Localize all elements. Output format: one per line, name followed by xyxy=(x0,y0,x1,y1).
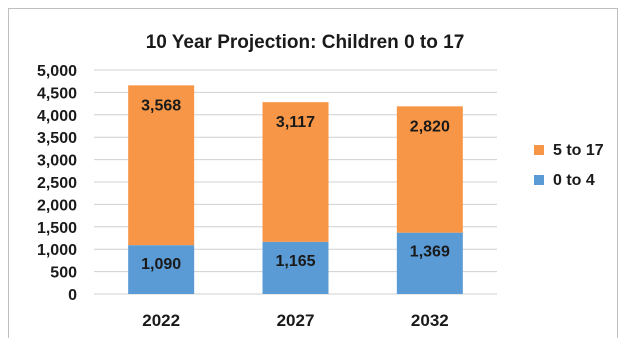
bar-segment-5-to-17 xyxy=(128,85,195,246)
legend-label: 5 to 17 xyxy=(553,142,604,159)
bar-segment-5-to-17 xyxy=(262,102,329,242)
legend: 5 to 17 0 to 4 xyxy=(534,142,604,189)
y-tick-label: 3,000 xyxy=(37,153,77,170)
legend-swatch xyxy=(534,175,544,185)
y-tick-label: 4,500 xyxy=(37,85,77,102)
y-tick-label: 4,000 xyxy=(37,108,77,125)
legend-swatch xyxy=(534,145,544,155)
x-axis-ticks: 2022 2027 2032 xyxy=(142,311,448,330)
legend-label: 0 to 4 xyxy=(553,172,595,189)
y-tick-label: 500 xyxy=(50,265,77,282)
data-label: 3,568 xyxy=(141,97,181,114)
data-label: 1,369 xyxy=(410,244,450,261)
data-label: 3,117 xyxy=(276,114,315,131)
x-tick-label: 2022 xyxy=(142,311,180,330)
bar-segment-0-to-4 xyxy=(262,241,329,294)
bar-segment-0-to-4 xyxy=(128,245,195,294)
y-tick-label: 5,000 xyxy=(37,63,77,80)
stacked-bar-chart: 10 Year Projection: Children 0 to 17 0 50… xyxy=(37,32,604,330)
y-tick-label: 1,500 xyxy=(37,220,77,237)
y-tick-label: 2,500 xyxy=(37,175,77,192)
y-axis-ticks: 0 500 1,000 1,500 2,000 2,500 3,000 3,500 4,000 4… xyxy=(37,63,77,304)
y-tick-label: 3,500 xyxy=(37,130,77,147)
chart-title: 10 Year Projection: Children 0 to 17 xyxy=(146,32,465,53)
bars: 1,090 3,568 1,165 3,117 1,369 2,820 xyxy=(128,85,463,294)
bar-segment-0-to-4 xyxy=(396,232,463,294)
x-tick-label: 2032 xyxy=(411,311,449,330)
y-tick-label: 1,000 xyxy=(37,242,77,259)
data-label: 1,090 xyxy=(141,256,181,273)
data-label: 1,165 xyxy=(275,253,315,270)
chart-area: 10 Year Projection: Children 0 to 17 0 50… xyxy=(8,8,618,338)
x-tick-label: 2027 xyxy=(277,311,315,330)
y-tick-label: 0 xyxy=(68,287,77,304)
data-label: 2,820 xyxy=(410,118,450,135)
bar-segment-5-to-17 xyxy=(396,106,463,233)
y-tick-label: 2,000 xyxy=(37,197,77,214)
